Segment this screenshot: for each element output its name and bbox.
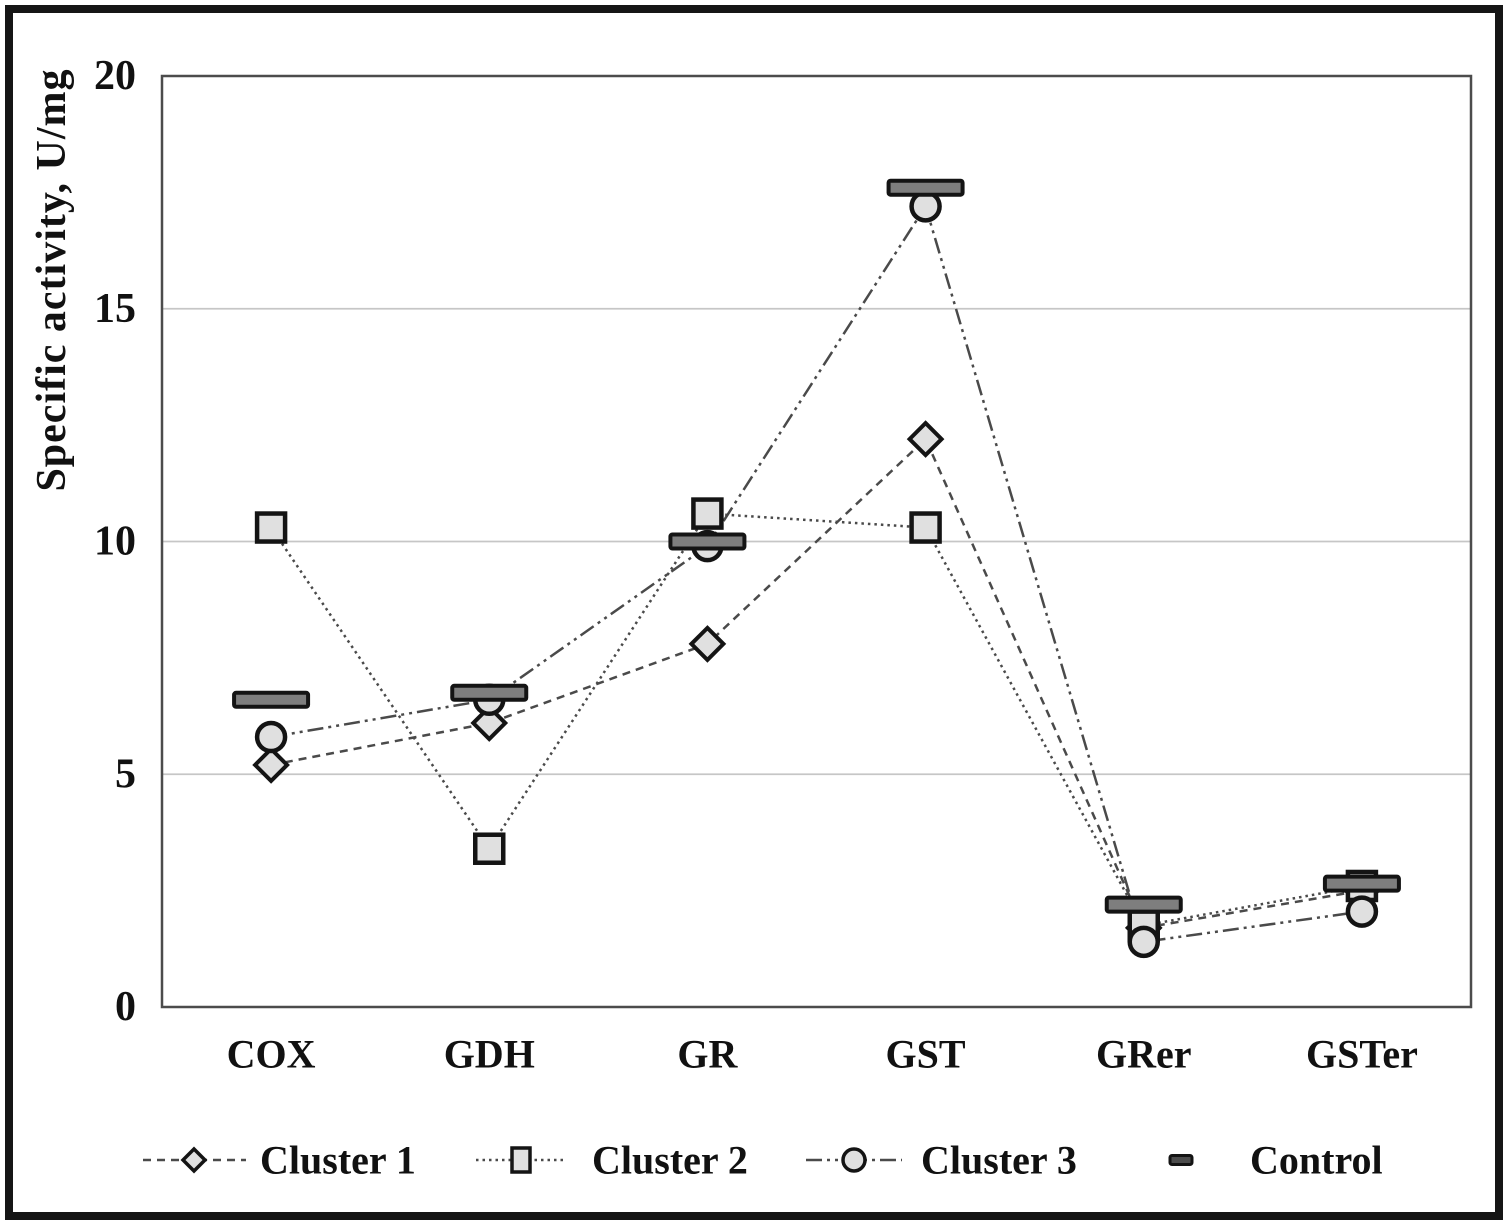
y-tick-label: 20 <box>94 53 136 99</box>
y-tick-label: 0 <box>115 984 136 1030</box>
square-marker <box>254 511 288 544</box>
diamond-marker <box>688 625 727 663</box>
control-bar-marker <box>232 690 311 709</box>
diamond-marker <box>180 1146 208 1174</box>
control-bar-marker <box>1322 874 1401 893</box>
y-axis-title: Specific activity, U/mg <box>29 68 75 491</box>
square-marker <box>473 832 506 865</box>
control-bar-marker <box>450 683 529 702</box>
control-bar-marker <box>1168 1154 1194 1166</box>
y-tick-label: 5 <box>115 751 136 797</box>
series-line-cluster-3 <box>270 203 1363 944</box>
control-bar-marker <box>668 532 747 551</box>
legend-item-cluster-3: Cluster 3 <box>806 1138 1077 1183</box>
x-axis-labels: COX GDH GR GST GRer GSTer <box>227 1032 1418 1077</box>
x-category-label: GSTer <box>1306 1032 1418 1077</box>
diamond-marker <box>470 704 509 742</box>
legend-item-cluster-2: Cluster 2 <box>476 1138 748 1183</box>
circle-marker <box>1345 895 1379 928</box>
x-category-label: COX <box>227 1032 316 1077</box>
legend-label: Cluster 3 <box>921 1138 1077 1183</box>
x-category-label: GST <box>886 1032 966 1077</box>
square-marker <box>691 497 724 530</box>
legend-item-cluster-1: Cluster 1 <box>143 1138 416 1183</box>
legend-label: Cluster 2 <box>592 1138 748 1183</box>
control-bar-marker <box>886 178 965 197</box>
square-marker <box>909 511 942 544</box>
series-markers-cluster-3 <box>254 190 1379 959</box>
circle-marker <box>254 720 288 754</box>
diamond-marker <box>906 420 945 458</box>
legend-item-control: Control <box>1168 1138 1383 1183</box>
plot-border <box>160 74 1473 1009</box>
y-axis-tick-labels: 0 5 10 15 20 <box>94 53 136 1030</box>
series-markers-cluster-1 <box>252 420 1381 947</box>
legend: Cluster 1 Cluster 2 Cluster 3 Control <box>143 1138 1383 1183</box>
series-markers-control <box>232 178 1401 914</box>
figure-border <box>5 5 1503 1220</box>
y-tick-label: 15 <box>94 286 136 332</box>
control-bar-marker <box>1104 895 1183 914</box>
legend-label: Control <box>1250 1138 1383 1183</box>
x-category-label: GR <box>677 1032 738 1077</box>
circle-marker <box>841 1147 867 1173</box>
x-category-label: GDH <box>444 1032 535 1077</box>
series-markers-cluster-2 <box>254 497 1379 942</box>
series-line-cluster-1 <box>270 436 1363 930</box>
x-category-label: GRer <box>1096 1032 1192 1077</box>
y-tick-label: 10 <box>94 519 136 565</box>
circle-marker <box>1127 925 1160 959</box>
series-line-cluster-2 <box>270 512 1363 927</box>
diamond-marker <box>252 746 290 784</box>
legend-label: Cluster 1 <box>260 1138 416 1183</box>
square-marker <box>510 1146 532 1174</box>
